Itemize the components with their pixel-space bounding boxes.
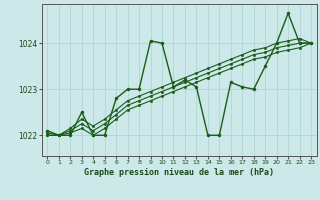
X-axis label: Graphe pression niveau de la mer (hPa): Graphe pression niveau de la mer (hPa): [84, 168, 274, 177]
